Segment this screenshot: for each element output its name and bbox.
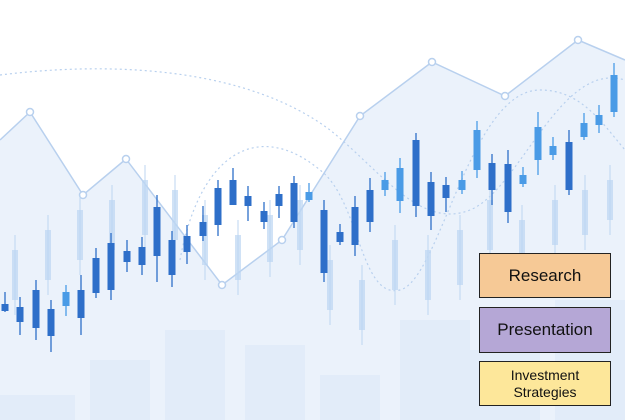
- candle-body: [488, 163, 496, 190]
- faint-candle-body: [142, 180, 148, 235]
- trend-point: [25, 107, 35, 117]
- candle-body: [442, 185, 450, 198]
- candle-body: [595, 115, 603, 125]
- candle-body: [62, 292, 70, 306]
- candle-body: [290, 183, 298, 222]
- faint-candle-body: [582, 190, 588, 235]
- candle-body: [183, 236, 191, 252]
- candle-body: [549, 146, 557, 155]
- candle-body: [580, 123, 588, 137]
- candle-body: [229, 180, 237, 205]
- candle-body: [260, 211, 268, 222]
- faint-candle-body: [235, 235, 241, 280]
- candlesticks: [1, 63, 618, 352]
- candle-body: [504, 164, 512, 212]
- candle-body: [366, 190, 374, 222]
- faint-candle-body: [607, 180, 613, 220]
- faint-candle-body: [519, 220, 525, 265]
- trend-point: [355, 111, 365, 121]
- faint-candle-body: [267, 215, 273, 262]
- trend-point: [573, 35, 583, 45]
- faint-candle-body: [425, 250, 431, 300]
- faint-candles: [12, 165, 613, 345]
- dotted-curves: [0, 68, 625, 292]
- candle-body: [610, 75, 618, 112]
- candle-body: [320, 210, 328, 273]
- trend-point: [78, 190, 88, 200]
- candle-body: [123, 251, 131, 262]
- candle-body: [77, 290, 85, 318]
- candle-body: [32, 290, 40, 328]
- candle-body: [168, 240, 176, 275]
- candle-body: [138, 247, 146, 265]
- research-button[interactable]: Research: [479, 253, 611, 298]
- candle-body: [534, 127, 542, 160]
- candle-body: [473, 130, 481, 170]
- candle-body: [153, 207, 161, 256]
- candle-body: [565, 142, 573, 190]
- candle-body: [519, 175, 527, 184]
- faint-candle-body: [297, 200, 303, 250]
- faint-candle-body: [12, 250, 18, 300]
- dotted-curve: [179, 89, 625, 292]
- candle-body: [351, 207, 359, 245]
- trend-point: [277, 235, 287, 245]
- faint-candle-body: [487, 200, 493, 250]
- candle-body: [336, 232, 344, 242]
- candle-body: [1, 304, 9, 311]
- faint-candle-body: [552, 200, 558, 245]
- trend-point: [500, 91, 510, 101]
- faint-candle-body: [392, 240, 398, 290]
- trend-point: [121, 154, 131, 164]
- faint-candle-body: [172, 190, 178, 240]
- candle-body: [381, 180, 389, 190]
- candle-body: [107, 243, 115, 290]
- candle-body: [214, 188, 222, 225]
- candle-body: [16, 307, 24, 322]
- faint-candle-body: [202, 215, 208, 265]
- candle-body: [427, 182, 435, 216]
- candle-body: [275, 194, 283, 206]
- faint-candle-body: [457, 230, 463, 285]
- candle-body: [199, 222, 207, 236]
- investment-strategies-button[interactable]: Investment Strategies: [479, 361, 611, 406]
- faint-candle-body: [109, 200, 115, 250]
- candle-body: [305, 192, 313, 200]
- faint-candle-body: [45, 230, 51, 280]
- faint-candle-body: [77, 210, 83, 260]
- faint-candle-body: [359, 280, 365, 330]
- candle-body: [92, 258, 100, 293]
- presentation-button[interactable]: Presentation: [479, 307, 611, 353]
- faint-candle-body: [327, 260, 333, 310]
- trend-area: [0, 35, 625, 420]
- candle-body: [458, 180, 466, 190]
- candle-body: [412, 140, 420, 206]
- candle-body: [244, 196, 252, 206]
- candle-body: [47, 309, 55, 336]
- trend-point: [427, 57, 437, 67]
- candle-body: [396, 168, 404, 201]
- trend-area-fill: [0, 40, 625, 420]
- trend-point: [217, 280, 227, 290]
